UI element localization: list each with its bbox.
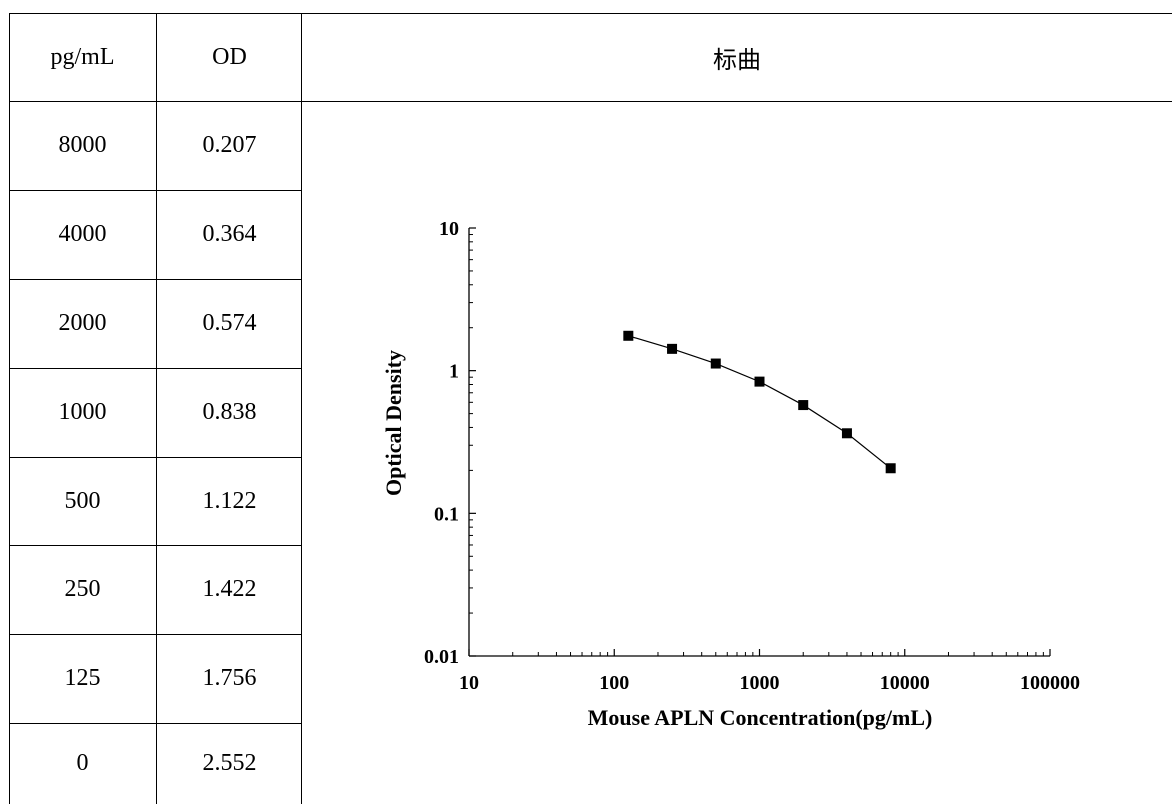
x-tick-label: 100: [599, 672, 629, 694]
table-cell-od: 0.838: [202, 399, 257, 425]
y-tick-label: 0.1: [434, 503, 459, 525]
table-cell-od: 1.422: [202, 576, 257, 602]
curve-line: [628, 335, 892, 469]
table-border: [9, 723, 302, 724]
table-cell-od: 0.574: [202, 310, 257, 336]
table-cell-od: 0.364: [202, 221, 257, 247]
table-cell-conc: 2000: [58, 310, 107, 336]
table-border: [9, 545, 302, 546]
table-border: [301, 13, 302, 804]
table-border: [9, 457, 302, 458]
header-od: OD: [212, 43, 247, 70]
table-border: [9, 190, 302, 191]
table-cell-conc: 125: [64, 665, 101, 691]
table-cell-conc: 0: [76, 750, 89, 776]
table-border: [9, 368, 302, 369]
header-standard-curve: 标曲: [713, 45, 761, 74]
data-point: [841, 428, 852, 439]
table-cell-od: 2.552: [202, 750, 257, 776]
table-border: [9, 101, 1172, 102]
table-cell-conc: 4000: [58, 221, 107, 247]
x-tick-label: 10: [459, 672, 479, 694]
table-border: [9, 13, 1172, 14]
table-cell-conc: 250: [64, 576, 101, 602]
y-tick-label: 10: [439, 218, 459, 240]
data-point: [754, 376, 765, 387]
chart-axes: 10 100 1000 10000 100000 0.01 0.1 1 10: [424, 218, 1080, 694]
table-cell-od: 0.207: [202, 132, 257, 158]
table-cell-conc: 500: [64, 487, 101, 514]
table-border: [9, 279, 302, 280]
header-concentration: pg/mL: [50, 43, 115, 70]
data-point: [710, 358, 721, 369]
table-cell-conc: 8000: [58, 132, 107, 158]
table-border: [156, 13, 157, 804]
y-axis-title: Optical Density: [381, 350, 406, 496]
table-cell-od: 1.756: [202, 665, 257, 691]
x-tick-label: 10000: [880, 672, 930, 694]
table-cell-od: 1.122: [202, 487, 257, 514]
x-tick-label: 1000: [740, 672, 780, 694]
x-tick-label: 100000: [1020, 672, 1080, 694]
table-border: [9, 634, 302, 635]
data-point: [623, 330, 634, 341]
y-tick-label: 1: [449, 361, 459, 383]
standard-curve-chart: 10 100 1000 10000 100000 0.01 0.1 1 10 Mouse APL…: [381, 218, 1080, 730]
y-tick-label: 0.01: [424, 646, 459, 668]
data-point: [667, 343, 678, 354]
table-cell-conc: 1000: [58, 399, 107, 425]
data-point: [885, 463, 896, 474]
table-border: [9, 13, 10, 804]
data-point: [798, 400, 809, 411]
chart-series: [623, 330, 896, 474]
x-axis-title: Mouse APLN Concentration(pg/mL): [588, 705, 933, 730]
